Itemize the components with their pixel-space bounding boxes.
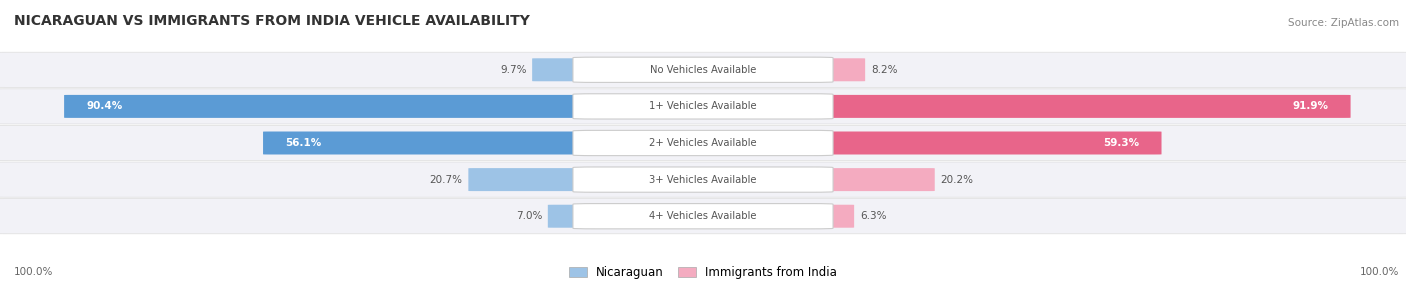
FancyBboxPatch shape (574, 167, 832, 192)
FancyBboxPatch shape (807, 132, 1161, 154)
FancyBboxPatch shape (807, 95, 1351, 118)
Text: 20.2%: 20.2% (941, 175, 973, 184)
Text: 56.1%: 56.1% (285, 138, 322, 148)
FancyBboxPatch shape (0, 162, 1406, 197)
Text: 91.9%: 91.9% (1292, 102, 1329, 111)
FancyBboxPatch shape (531, 58, 599, 81)
Text: 59.3%: 59.3% (1102, 138, 1139, 148)
Text: No Vehicles Available: No Vehicles Available (650, 65, 756, 75)
FancyBboxPatch shape (468, 168, 599, 191)
FancyBboxPatch shape (0, 126, 1406, 160)
FancyBboxPatch shape (548, 205, 599, 228)
Text: 1+ Vehicles Available: 1+ Vehicles Available (650, 102, 756, 111)
FancyBboxPatch shape (65, 95, 599, 118)
Text: 8.2%: 8.2% (870, 65, 897, 75)
FancyBboxPatch shape (807, 168, 935, 191)
Text: 90.4%: 90.4% (87, 102, 122, 111)
FancyBboxPatch shape (0, 89, 1406, 124)
FancyBboxPatch shape (807, 58, 865, 81)
Text: 6.3%: 6.3% (859, 211, 886, 221)
Text: 7.0%: 7.0% (516, 211, 543, 221)
Text: 100.0%: 100.0% (14, 267, 53, 277)
Text: NICARAGUAN VS IMMIGRANTS FROM INDIA VEHICLE AVAILABILITY: NICARAGUAN VS IMMIGRANTS FROM INDIA VEHI… (14, 14, 530, 28)
Text: 4+ Vehicles Available: 4+ Vehicles Available (650, 211, 756, 221)
FancyBboxPatch shape (0, 199, 1406, 234)
Text: 9.7%: 9.7% (501, 65, 526, 75)
FancyBboxPatch shape (574, 94, 832, 119)
FancyBboxPatch shape (0, 52, 1406, 87)
Text: 100.0%: 100.0% (1360, 267, 1399, 277)
FancyBboxPatch shape (807, 205, 853, 228)
FancyBboxPatch shape (263, 132, 599, 154)
FancyBboxPatch shape (574, 57, 832, 82)
Legend: Nicaraguan, Immigrants from India: Nicaraguan, Immigrants from India (564, 261, 842, 283)
Text: 2+ Vehicles Available: 2+ Vehicles Available (650, 138, 756, 148)
Text: 3+ Vehicles Available: 3+ Vehicles Available (650, 175, 756, 184)
Text: Source: ZipAtlas.com: Source: ZipAtlas.com (1288, 18, 1399, 28)
FancyBboxPatch shape (574, 130, 832, 156)
Text: 20.7%: 20.7% (430, 175, 463, 184)
FancyBboxPatch shape (574, 204, 832, 229)
